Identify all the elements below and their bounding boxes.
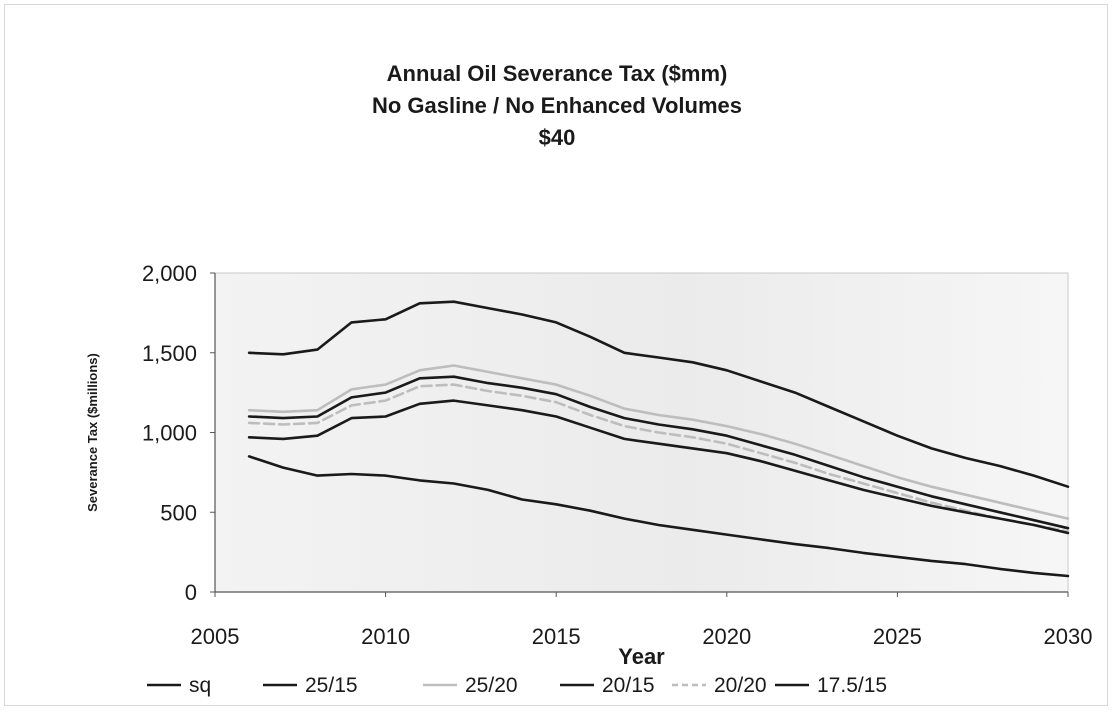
y-tick-label: 1,500 xyxy=(142,341,197,366)
x-tick-label: 2025 xyxy=(873,624,922,649)
chart-title-line-3: $40 xyxy=(538,125,576,150)
y-axis-label: Severance Tax ($millions) xyxy=(85,353,100,512)
legend-item: 25/15 xyxy=(263,674,358,697)
x-tick-label: 2030 xyxy=(1044,624,1093,649)
x-tick-label: 2010 xyxy=(361,624,410,649)
legend-label: 20/20 xyxy=(714,674,767,697)
legend-item: 20/20 xyxy=(672,674,767,697)
legend-item: 25/20 xyxy=(423,674,518,697)
legend-item: sq xyxy=(147,674,211,697)
plot-area xyxy=(214,272,1069,593)
x-axis-label: Year xyxy=(618,644,665,669)
x-tick-label: 2015 xyxy=(532,624,581,649)
legend-item: 17.5/15 xyxy=(775,674,887,697)
legend-label: sq xyxy=(189,674,211,697)
legend-label: 25/15 xyxy=(305,674,358,697)
series-line-20-20 xyxy=(247,383,1070,533)
legend-label: 17.5/15 xyxy=(817,674,887,697)
y-tick-label: 1,000 xyxy=(142,421,197,446)
series-line-25-15 xyxy=(247,300,1070,489)
x-tick-label: 2020 xyxy=(702,624,751,649)
series-line-sq xyxy=(247,455,1070,578)
legend-item: 20/15 xyxy=(560,674,655,697)
legend-label: 20/15 xyxy=(602,674,655,697)
series-line-25-20 xyxy=(247,364,1070,520)
y-tick-label: 2,000 xyxy=(142,261,197,286)
series-line-20-15 xyxy=(247,375,1070,530)
legend-label: 25/20 xyxy=(465,674,518,697)
y-tick-label: 500 xyxy=(160,500,197,525)
x-tick-label: 2005 xyxy=(191,624,240,649)
chart-title-line-1: Annual Oil Severance Tax ($mm) xyxy=(386,61,728,86)
chart-title-line-2: No Gasline / No Enhanced Volumes xyxy=(371,93,742,118)
series-line-17-5-15 xyxy=(247,399,1070,535)
y-tick-label: 0 xyxy=(185,580,197,605)
chart-title: Annual Oil Severance Tax ($mm) No Gaslin… xyxy=(0,58,1114,154)
